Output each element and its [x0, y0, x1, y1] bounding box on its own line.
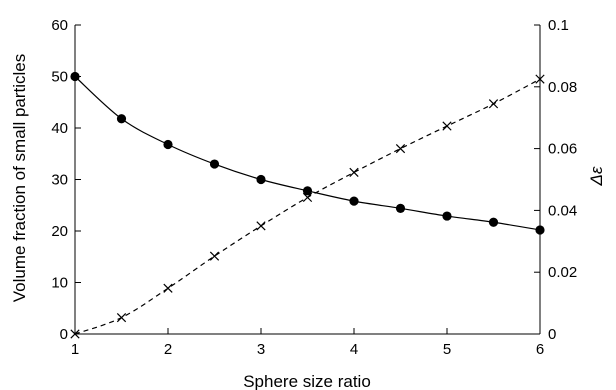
- data-point: [209, 251, 220, 261]
- data-point: [302, 192, 313, 203]
- data-point: [395, 143, 406, 154]
- data-point: [442, 211, 452, 221]
- data-point: [70, 329, 80, 339]
- x-tick-label: 2: [164, 341, 172, 358]
- y2-axis-title: Δε: [587, 166, 606, 186]
- series-1: [70, 71, 545, 235]
- data-point: [116, 114, 127, 124]
- data-point: [256, 174, 266, 185]
- data-point-stroke: [535, 74, 545, 84]
- data-point: [535, 74, 545, 84]
- data-point-stroke: [116, 312, 127, 323]
- data-point: [442, 121, 452, 131]
- y-tick-label: 50: [51, 69, 68, 86]
- series-layer: [70, 71, 545, 339]
- y2-tick-label: 0: [548, 326, 556, 343]
- data-point: [488, 99, 499, 109]
- series-line: [74, 78, 541, 335]
- data-point: [256, 221, 266, 231]
- x-tick-label: 6: [536, 341, 544, 358]
- y2-tick-label: 0.02: [548, 264, 577, 281]
- series-line: [74, 76, 541, 231]
- y-tick-label: 60: [51, 17, 68, 34]
- data-point: [302, 186, 313, 196]
- data-point: [349, 167, 359, 178]
- y-tick-label: 40: [51, 120, 68, 137]
- x-tick-label: 3: [257, 341, 265, 358]
- x-tick-label: 5: [443, 341, 451, 358]
- y-tick-label: 30: [51, 172, 68, 189]
- x-axis-title: Sphere size ratio: [243, 372, 371, 390]
- data-point-stroke: [70, 329, 80, 339]
- data-point-stroke: [442, 121, 452, 131]
- y2-tick-label: 0.08: [548, 79, 577, 96]
- y-tick-label: 10: [51, 275, 68, 292]
- x-tick-label: 4: [350, 341, 358, 358]
- data-point: [349, 196, 359, 206]
- x-tick-label: 1: [71, 341, 79, 358]
- data-point: [163, 283, 173, 293]
- data-point: [209, 159, 220, 169]
- data-point: [488, 217, 499, 227]
- data-point: [535, 225, 545, 235]
- data-point: [163, 139, 173, 150]
- y-tick-label: 0: [60, 326, 68, 343]
- data-point-stroke: [349, 167, 359, 178]
- data-point-stroke: [163, 283, 173, 293]
- series-2: [70, 74, 545, 339]
- data-point: [395, 203, 406, 213]
- y2-tick-label: 0.1: [548, 17, 569, 34]
- data-point-stroke: [395, 143, 406, 154]
- data-point: [70, 71, 80, 82]
- data-point-stroke: [256, 221, 266, 231]
- data-point-stroke: [302, 192, 313, 203]
- y-axis-title: Volume fraction of small particles: [10, 54, 29, 303]
- data-point: [116, 312, 127, 323]
- y2-tick-label: 0.06: [548, 141, 577, 158]
- y2-tick-label: 0.04: [548, 202, 577, 219]
- data-point-stroke: [209, 251, 220, 261]
- data-point-stroke: [488, 99, 499, 109]
- y-tick-label: 20: [51, 223, 68, 240]
